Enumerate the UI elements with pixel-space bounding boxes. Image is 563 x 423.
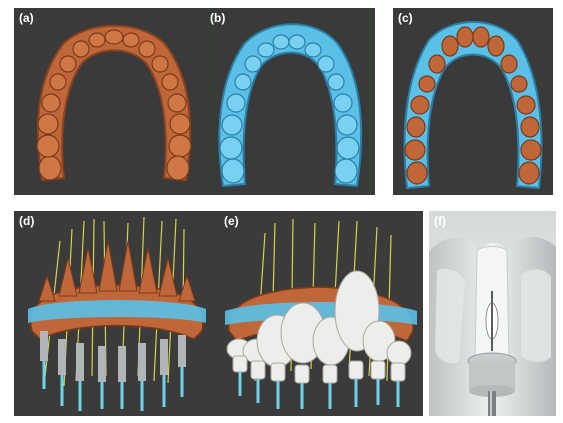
panel-e-surgical-guide: (e) <box>219 211 423 416</box>
panel-label-b: (b) <box>210 11 226 25</box>
panel-b-blue-arch: (b) <box>205 8 375 195</box>
panel-label-d: (d) <box>19 214 35 228</box>
panel-c-superimposed-arch: (c) <box>393 8 553 195</box>
superimposed-arch-icon <box>393 8 553 195</box>
panel-f-guide-photo: (f) <box>429 211 556 416</box>
panel-a-copper-arch: (a) <box>14 8 214 195</box>
panel-label-e: (e) <box>224 214 239 228</box>
copper-tooth-arch-icon <box>14 8 214 195</box>
guide-photo-icon <box>429 211 556 416</box>
panel-label-c: (c) <box>398 11 413 25</box>
implant-plan-icon <box>14 211 219 416</box>
surgical-guide-icon <box>219 211 423 416</box>
panel-label-a: (a) <box>19 11 34 25</box>
blue-scan-arch-icon <box>205 8 375 195</box>
panel-d-implant-plan: (d) <box>14 211 219 416</box>
panel-label-f: (f) <box>434 214 446 228</box>
